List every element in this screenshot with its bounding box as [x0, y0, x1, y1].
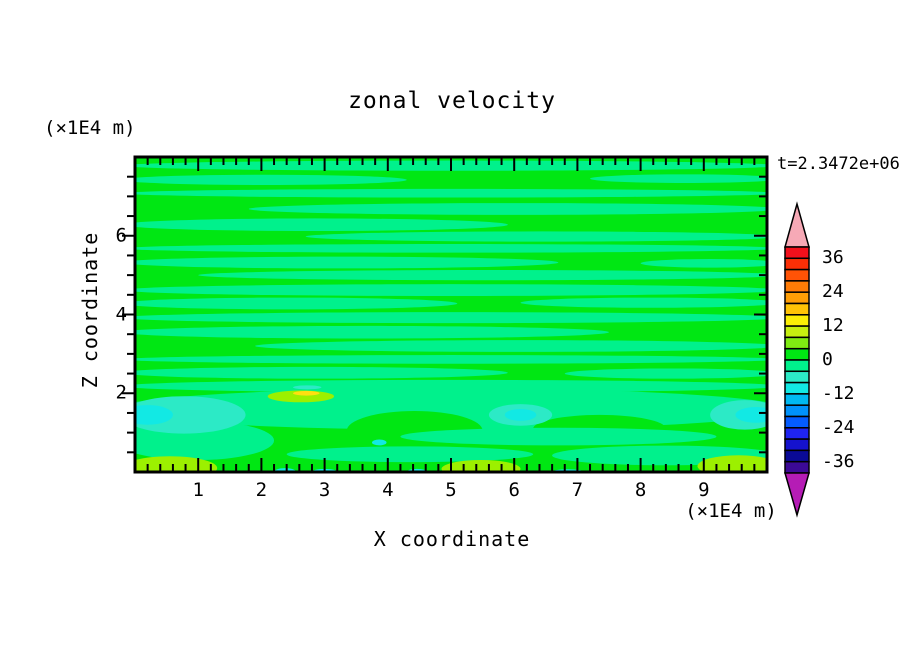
- x-tick-label: 6: [508, 479, 520, 501]
- colorbar-segment: [784, 370, 810, 384]
- x-tick-label: 8: [634, 479, 647, 501]
- colorbar-segment: [784, 336, 810, 350]
- x-tick-label: 7: [571, 479, 584, 501]
- colorbar-tick-label: -24: [822, 416, 855, 438]
- contour-band: [135, 355, 767, 364]
- contour-bands: [135, 160, 767, 472]
- contour-band: [305, 231, 767, 242]
- contour-band: [400, 427, 717, 446]
- contour-band: [135, 312, 767, 324]
- colorbar-over-arrow: [784, 201, 810, 248]
- contour-band: [293, 390, 320, 396]
- x-tick-label: 1: [192, 479, 204, 501]
- colorbar-segment: [784, 268, 810, 282]
- x-tick-label: 5: [445, 479, 457, 501]
- x-tick-label: 3: [318, 479, 331, 501]
- contour-band: [248, 203, 767, 215]
- x-tick-label: 2: [255, 479, 268, 501]
- plot-border: [133, 155, 769, 474]
- colorbar-segment: [784, 257, 810, 271]
- contour-band: [255, 340, 767, 352]
- colorbar-segment: [784, 438, 810, 452]
- contour-band: [135, 379, 767, 393]
- contour-band: [590, 174, 767, 183]
- contour-band: [135, 325, 609, 339]
- colorbar-tick-label: 36: [822, 247, 844, 269]
- contour-band: [135, 174, 407, 185]
- colorbar-segment: [784, 449, 810, 463]
- y-axis-title: Z coordinate: [78, 231, 102, 389]
- x-axis-unit-label: (×1E4 m): [685, 500, 777, 522]
- contour-band: [564, 368, 767, 379]
- x-axis-title: X coordinate: [373, 527, 531, 551]
- colorbar-under-arrow: [784, 472, 810, 518]
- contour-band: [135, 405, 173, 425]
- contour-band: [520, 297, 767, 308]
- contour-band: [441, 459, 521, 472]
- time-annotation: t=2.3472e+06: [777, 154, 900, 174]
- colorbar-segment: [784, 325, 810, 339]
- colorbar-segment: [784, 246, 810, 260]
- contour-band: [504, 409, 537, 421]
- contour-band: [135, 188, 767, 198]
- colorbar-segment: [784, 404, 810, 418]
- contour-band: [293, 385, 322, 390]
- colorbar-segment: [784, 427, 810, 440]
- colorbar-segment: [784, 381, 810, 395]
- contour-band: [735, 407, 767, 423]
- y-tick-label: 6: [115, 224, 127, 247]
- contour-band: [697, 455, 767, 472]
- colorbar-tick-label: 0: [822, 349, 833, 370]
- colorbar-segment: [784, 415, 810, 429]
- contour-band: [135, 297, 458, 310]
- y-tick-label: 4: [115, 303, 127, 325]
- contour-band: [286, 446, 534, 463]
- y-axis-unit-label: (×1E4 m): [44, 117, 136, 139]
- contour-band: [135, 256, 559, 269]
- colorbar-tick-label: -36: [822, 450, 855, 472]
- contour-band: [135, 218, 508, 232]
- contour-band: [198, 270, 767, 281]
- chart-title: zonal velocity: [348, 88, 556, 114]
- colorbar-tick-label: 24: [822, 281, 844, 303]
- x-tick-label: 9: [698, 479, 710, 501]
- colorbar-segment: [784, 302, 810, 316]
- contour-band: [135, 456, 218, 472]
- colorbar-tick-label: -12: [822, 382, 855, 404]
- contour-band: [135, 284, 767, 296]
- contour-band: [135, 244, 767, 253]
- colorbar-segment: [784, 359, 810, 373]
- colorbar-segment: [784, 314, 810, 327]
- colorbar-segment: [784, 460, 810, 474]
- x-tick-label: 4: [382, 479, 394, 501]
- contour-band: [135, 366, 508, 379]
- y-tick-label: 2: [115, 381, 127, 404]
- colorbar-segment: [784, 393, 810, 406]
- colorbar-tick-label: 12: [822, 315, 844, 337]
- colorbar-segment: [784, 280, 810, 293]
- contour-band: [135, 396, 246, 434]
- colorbar-segment: [784, 347, 810, 361]
- colorbar-segment: [784, 291, 810, 305]
- contour-band: [372, 439, 387, 446]
- contour-band: [640, 258, 767, 268]
